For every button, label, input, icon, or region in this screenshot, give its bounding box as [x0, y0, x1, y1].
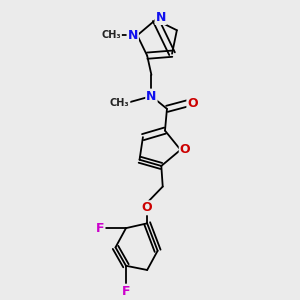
Text: F: F: [122, 285, 130, 298]
Text: N: N: [146, 90, 157, 103]
Text: CH₃: CH₃: [101, 30, 121, 40]
Text: O: O: [142, 201, 152, 214]
Text: O: O: [188, 97, 198, 110]
Text: N: N: [128, 29, 138, 42]
Text: N: N: [156, 11, 166, 24]
Text: F: F: [96, 222, 104, 235]
Text: CH₃: CH₃: [110, 98, 130, 108]
Text: O: O: [180, 143, 190, 156]
